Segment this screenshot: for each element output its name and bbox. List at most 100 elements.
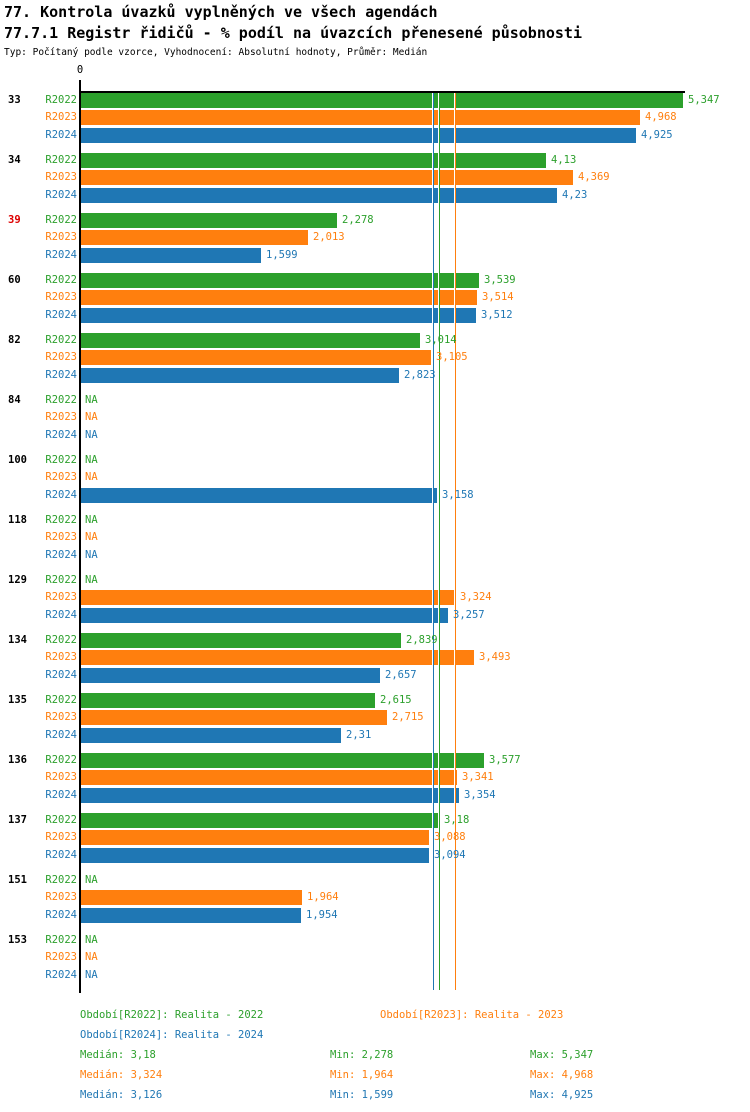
bar-row-153-r2023: R2023 NA bbox=[0, 950, 750, 965]
bar-r2024 bbox=[81, 608, 448, 623]
bar-row-34-r2024: R2024 4,23 bbox=[0, 188, 750, 203]
series-label: R2024 bbox=[45, 189, 77, 201]
bar-r2024 bbox=[81, 368, 399, 383]
bar-value-label: 3,493 bbox=[479, 651, 511, 663]
bar-r2023 bbox=[81, 590, 455, 605]
bar-value-label: 3,354 bbox=[464, 789, 496, 801]
bar-r2022 bbox=[81, 813, 439, 828]
stat-median-r2022: Medián: 3,18 bbox=[80, 1049, 156, 1061]
stat-min-r2023: Min: 1,964 bbox=[330, 1069, 394, 1081]
bar-row-60-r2024: R2024 3,512 bbox=[0, 308, 750, 323]
category-label: 129 bbox=[8, 574, 27, 586]
series-label: R2022 bbox=[45, 874, 77, 886]
bar-row-100-r2022: 100 R2022 NA bbox=[0, 453, 750, 468]
stat-min-r2022: Min: 2,278 bbox=[330, 1049, 394, 1061]
bar-value-label: 3,094 bbox=[434, 849, 466, 861]
series-label: R2024 bbox=[45, 489, 77, 501]
bar-row-39-r2022: 39 R2022 2,278 bbox=[0, 213, 750, 228]
bar-row-134-r2024: R2024 2,657 bbox=[0, 668, 750, 683]
bar-value-label: 2,31 bbox=[346, 729, 372, 741]
bar-r2023 bbox=[81, 170, 573, 185]
bar-r2023 bbox=[81, 890, 302, 905]
bar-row-100-r2024: R2024 3,158 bbox=[0, 488, 750, 503]
series-label: R2023 bbox=[45, 591, 77, 603]
series-label: R2024 bbox=[45, 129, 77, 141]
bar-value-label: 4,13 bbox=[551, 154, 577, 166]
series-label: R2023 bbox=[45, 111, 77, 123]
bar-row-129-r2022: 129 R2022 NA bbox=[0, 573, 750, 588]
x-axis-top-line bbox=[79, 91, 685, 93]
bar-r2024 bbox=[81, 188, 557, 203]
bar-value-label: 3,512 bbox=[481, 309, 513, 321]
na-label: NA bbox=[85, 549, 98, 561]
series-label: R2022 bbox=[45, 94, 77, 106]
bar-row-136-r2024: R2024 3,354 bbox=[0, 788, 750, 803]
bar-value-label: 2,013 bbox=[313, 231, 345, 243]
bar-r2023 bbox=[81, 830, 429, 845]
bar-r2024 bbox=[81, 248, 261, 263]
series-label: R2022 bbox=[45, 454, 77, 466]
bar-value-label: 4,23 bbox=[562, 189, 588, 201]
stat-median-r2024: Medián: 3,126 bbox=[80, 1089, 163, 1101]
stat-median-r2023: Medián: 3,324 bbox=[80, 1069, 163, 1081]
na-label: NA bbox=[85, 394, 98, 406]
category-label: 84 bbox=[8, 394, 21, 406]
bar-group-82: 82 R2022 3,014 R2023 3,105 R2024 2,823 bbox=[0, 333, 750, 385]
bar-row-84-r2023: R2023 NA bbox=[0, 410, 750, 425]
series-label: R2024 bbox=[45, 969, 77, 981]
bar-value-label: 1,599 bbox=[266, 249, 298, 261]
series-label: R2024 bbox=[45, 429, 77, 441]
bar-row-137-r2024: R2024 3,094 bbox=[0, 848, 750, 863]
y-axis-line bbox=[79, 80, 81, 993]
bar-row-135-r2024: R2024 2,31 bbox=[0, 728, 750, 743]
bar-r2024 bbox=[81, 668, 380, 683]
bar-value-label: 2,278 bbox=[342, 214, 374, 226]
series-label: R2024 bbox=[45, 249, 77, 261]
bar-value-label: 3,341 bbox=[462, 771, 494, 783]
na-label: NA bbox=[85, 471, 98, 483]
series-label: R2023 bbox=[45, 411, 77, 423]
na-label: NA bbox=[85, 874, 98, 886]
series-label: R2022 bbox=[45, 814, 77, 826]
bar-r2022 bbox=[81, 93, 683, 108]
bar-group-129: 129 R2022 NA R2023 3,324 R2024 3,257 bbox=[0, 573, 750, 625]
bar-group-34: 34 R2022 4,13 R2023 4,369 R2024 4,23 bbox=[0, 153, 750, 205]
bar-row-34-r2023: R2023 4,369 bbox=[0, 170, 750, 185]
bar-group-118: 118 R2022 NA R2023 NA R2024 NA bbox=[0, 513, 750, 565]
median-line-r2024 bbox=[432, 93, 434, 990]
series-label: R2022 bbox=[45, 214, 77, 226]
bar-group-135: 135 R2022 2,615 R2023 2,715 R2024 2,31 bbox=[0, 693, 750, 745]
legend-r2023: Období[R2023]: Realita - 2023 bbox=[380, 1009, 564, 1021]
bar-row-118-r2023: R2023 NA bbox=[0, 530, 750, 545]
bar-group-100: 100 R2022 NA R2023 NA R2024 3,158 bbox=[0, 453, 750, 505]
bar-r2022 bbox=[81, 333, 420, 348]
stat-max-r2024: Max: 4,925 bbox=[530, 1089, 594, 1101]
bar-r2022 bbox=[81, 273, 479, 288]
bar-r2024 bbox=[81, 788, 459, 803]
bar-value-label: 2,615 bbox=[380, 694, 412, 706]
bar-group-60: 60 R2022 3,539 R2023 3,514 R2024 3,512 bbox=[0, 273, 750, 325]
na-label: NA bbox=[85, 454, 98, 466]
bar-row-39-r2024: R2024 1,599 bbox=[0, 248, 750, 263]
bar-r2023 bbox=[81, 110, 640, 125]
series-label: R2024 bbox=[45, 369, 77, 381]
bar-row-135-r2023: R2023 2,715 bbox=[0, 710, 750, 725]
bar-r2022 bbox=[81, 213, 337, 228]
bar-r2024 bbox=[81, 128, 636, 143]
bar-row-84-r2022: 84 R2022 NA bbox=[0, 393, 750, 408]
category-label: 33 bbox=[8, 94, 21, 106]
series-label: R2022 bbox=[45, 514, 77, 526]
bar-value-label: 3,577 bbox=[489, 754, 521, 766]
bar-r2023 bbox=[81, 650, 474, 665]
stat-max-r2022: Max: 5,347 bbox=[530, 1049, 594, 1061]
bar-r2023 bbox=[81, 710, 387, 725]
bar-r2024 bbox=[81, 908, 301, 923]
category-label: 100 bbox=[8, 454, 27, 466]
na-label: NA bbox=[85, 951, 98, 963]
bar-row-136-r2022: 136 R2022 3,577 bbox=[0, 753, 750, 768]
bar-row-153-r2024: R2024 NA bbox=[0, 968, 750, 983]
series-label: R2023 bbox=[45, 771, 77, 783]
category-label: 151 bbox=[8, 874, 27, 886]
bar-r2022 bbox=[81, 153, 546, 168]
bar-row-33-r2024: R2024 4,925 bbox=[0, 128, 750, 143]
